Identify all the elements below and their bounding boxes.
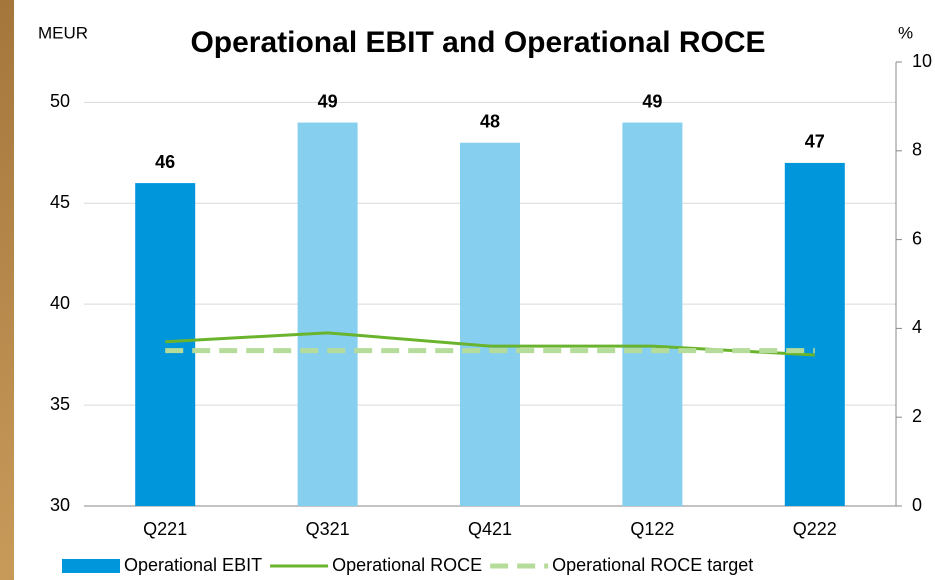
y-tick-label: 50: [50, 91, 70, 111]
legend-label: Operational ROCE: [332, 555, 482, 575]
bar: [622, 123, 682, 506]
y2-axis-label: %: [898, 23, 913, 42]
y2-tick-label: 10: [912, 51, 932, 71]
y-tick-label: 35: [50, 394, 70, 414]
legend-label: Operational EBIT: [124, 555, 262, 575]
data-label: 49: [642, 91, 662, 111]
chart-title: Operational EBIT and Operational ROCE: [190, 26, 765, 59]
legend-swatch: [62, 559, 120, 573]
y2-tick-label: 8: [912, 140, 922, 160]
bar: [298, 123, 358, 506]
bar: [135, 183, 195, 506]
chart: MEUR Operational EBIT and Operational RO…: [0, 0, 935, 580]
legend-label: Operational ROCE target: [552, 555, 753, 575]
x-tick-label: Q221: [143, 519, 187, 539]
bar: [785, 163, 845, 506]
y2-tick-label: 4: [912, 317, 922, 337]
data-label: 48: [480, 111, 500, 131]
y2-tick-label: 2: [912, 406, 922, 426]
y-tick-label: 45: [50, 192, 70, 212]
x-tick-label: Q321: [306, 519, 350, 539]
x-tick-label: Q421: [468, 519, 512, 539]
x-tick-label: Q122: [630, 519, 674, 539]
data-label: 46: [155, 152, 175, 172]
y-tick-label: 30: [50, 495, 70, 515]
bar: [460, 143, 520, 506]
x-tick-label: Q222: [793, 519, 837, 539]
y2-tick-label: 0: [912, 495, 922, 515]
y-axis-label: MEUR: [38, 23, 88, 42]
data-label: 47: [805, 132, 825, 152]
data-label: 49: [318, 91, 338, 111]
y-tick-label: 40: [50, 293, 70, 313]
page: {"chart_data": {"type": "bar-line", "tit…: [0, 0, 935, 580]
y2-tick-label: 6: [912, 228, 922, 248]
